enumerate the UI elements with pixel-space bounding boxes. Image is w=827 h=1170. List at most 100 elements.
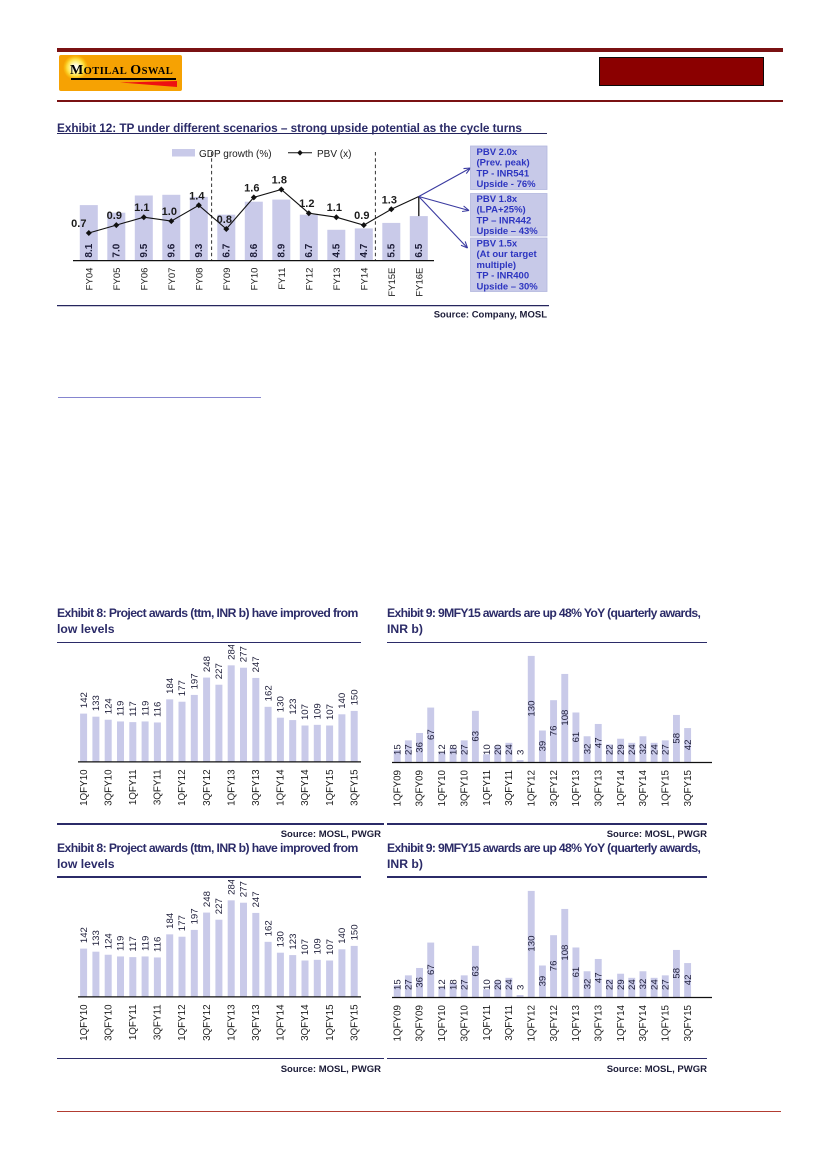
svg-text:108: 108 <box>560 710 571 726</box>
svg-text:197: 197 <box>189 908 200 924</box>
svg-text:130: 130 <box>276 696 287 712</box>
svg-text:PBV 1.5x: PBV 1.5x <box>477 239 518 250</box>
svg-text:22: 22 <box>605 744 616 755</box>
svg-text:3QFY12: 3QFY12 <box>202 769 213 806</box>
svg-text:PBV 2.0x: PBV 2.0x <box>477 147 518 158</box>
svg-text:1QFY13: 1QFY13 <box>571 1004 582 1041</box>
svg-text:FY10: FY10 <box>250 268 261 291</box>
svg-text:24: 24 <box>504 978 515 989</box>
svg-text:1QFY10: 1QFY10 <box>79 769 90 806</box>
svg-text:124: 124 <box>103 932 114 949</box>
svg-text:247: 247 <box>251 891 262 907</box>
svg-text:(LPA+25%): (LPA+25%) <box>477 205 526 216</box>
svg-text:1.8: 1.8 <box>272 175 287 187</box>
svg-text:1QFY13: 1QFY13 <box>226 769 237 806</box>
svg-text:107: 107 <box>300 704 311 720</box>
svg-text:248: 248 <box>202 891 213 907</box>
svg-text:67: 67 <box>426 729 437 740</box>
svg-text:142: 142 <box>79 692 90 708</box>
svg-text:58: 58 <box>672 733 683 744</box>
svg-text:58: 58 <box>672 967 683 978</box>
svg-text:76: 76 <box>549 726 560 737</box>
svg-text:1QFY15: 1QFY15 <box>325 769 336 806</box>
svg-text:36: 36 <box>415 977 426 988</box>
svg-text:107: 107 <box>300 939 311 955</box>
svg-text:1QFY14: 1QFY14 <box>616 1004 627 1041</box>
svg-text:18: 18 <box>448 744 459 755</box>
svg-text:8.9: 8.9 <box>277 243 288 257</box>
svg-text:3QFY15: 3QFY15 <box>349 1003 360 1040</box>
svg-text:12: 12 <box>437 744 448 755</box>
svg-text:27: 27 <box>459 744 470 755</box>
svg-text:1QFY12: 1QFY12 <box>526 770 537 807</box>
svg-text:(Prev. peak): (Prev. peak) <box>477 158 530 169</box>
svg-text:1QFY09: 1QFY09 <box>392 1005 403 1042</box>
svg-text:FY07: FY07 <box>167 268 178 291</box>
svg-text:32: 32 <box>582 744 593 755</box>
svg-text:119: 119 <box>116 935 127 950</box>
svg-text:3QFY10: 3QFY10 <box>103 1003 114 1040</box>
svg-text:3QFY10: 3QFY10 <box>459 1004 470 1041</box>
svg-text:39: 39 <box>538 975 549 986</box>
svg-text:6.7: 6.7 <box>304 243 315 257</box>
svg-text:12: 12 <box>437 979 448 990</box>
svg-text:109: 109 <box>312 938 323 954</box>
svg-text:184: 184 <box>165 912 176 929</box>
svg-text:FY08: FY08 <box>195 268 206 291</box>
svg-text:1.1: 1.1 <box>134 202 149 214</box>
svg-text:61: 61 <box>571 732 582 743</box>
svg-text:177: 177 <box>177 915 188 931</box>
svg-text:10: 10 <box>482 979 493 990</box>
svg-text:1QFY15: 1QFY15 <box>660 769 671 806</box>
svg-text:FY11: FY11 <box>277 268 288 290</box>
svg-text:27: 27 <box>404 979 415 990</box>
svg-text:Upside - 76%: Upside - 76% <box>477 179 537 190</box>
svg-text:76: 76 <box>549 960 560 971</box>
svg-text:277: 277 <box>239 881 250 897</box>
svg-text:Upside – 43%: Upside – 43% <box>477 226 539 237</box>
svg-text:3QFY12: 3QFY12 <box>202 1004 213 1041</box>
svg-text:130: 130 <box>526 701 537 717</box>
svg-text:184: 184 <box>165 677 176 694</box>
svg-text:9.5: 9.5 <box>139 243 150 257</box>
svg-text:3QFY13: 3QFY13 <box>593 1004 604 1041</box>
svg-text:1QFY14: 1QFY14 <box>276 769 287 806</box>
svg-text:3QFY14: 3QFY14 <box>300 769 311 806</box>
svg-text:63: 63 <box>471 731 482 742</box>
svg-text:27: 27 <box>660 979 671 990</box>
svg-text:3QFY15: 3QFY15 <box>683 769 694 806</box>
svg-text:PBV 1.8x: PBV 1.8x <box>477 194 518 205</box>
svg-text:42: 42 <box>683 740 694 751</box>
svg-text:1QFY11: 1QFY11 <box>482 1004 493 1040</box>
svg-text:15: 15 <box>392 979 403 990</box>
svg-text:1QFY14: 1QFY14 <box>276 1003 287 1040</box>
svg-text:32: 32 <box>638 744 649 755</box>
svg-text:24: 24 <box>627 978 638 989</box>
svg-text:116: 116 <box>153 936 164 951</box>
svg-text:130: 130 <box>276 931 287 947</box>
svg-text:123: 123 <box>288 933 299 949</box>
svg-text:8.6: 8.6 <box>249 243 260 257</box>
svg-text:Upside – 30%: Upside – 30% <box>477 281 539 292</box>
svg-text:36: 36 <box>415 742 426 753</box>
svg-text:1QFY12: 1QFY12 <box>526 1005 537 1042</box>
svg-text:284: 284 <box>226 880 237 895</box>
svg-text:108: 108 <box>560 944 571 960</box>
svg-text:3QFY11: 3QFY11 <box>504 1005 515 1041</box>
svg-text:FY13: FY13 <box>332 268 343 291</box>
svg-text:FY12: FY12 <box>305 268 316 291</box>
svg-text:116: 116 <box>153 702 164 717</box>
svg-text:TP – INR442: TP – INR442 <box>477 215 532 226</box>
svg-text:FY06: FY06 <box>140 268 151 291</box>
svg-text:119: 119 <box>140 935 151 950</box>
svg-text:227: 227 <box>214 663 225 679</box>
svg-text:3QFY15: 3QFY15 <box>683 1004 694 1041</box>
svg-text:3QFY09: 3QFY09 <box>415 1005 426 1042</box>
svg-text:248: 248 <box>202 656 213 672</box>
svg-text:3QFY14: 3QFY14 <box>300 1003 311 1040</box>
svg-text:0.9: 0.9 <box>354 210 369 222</box>
svg-text:1QFY11: 1QFY11 <box>128 1004 139 1040</box>
svg-text:9.6: 9.6 <box>167 243 178 257</box>
svg-text:1QFY12: 1QFY12 <box>177 769 188 806</box>
svg-text:130: 130 <box>526 935 537 951</box>
